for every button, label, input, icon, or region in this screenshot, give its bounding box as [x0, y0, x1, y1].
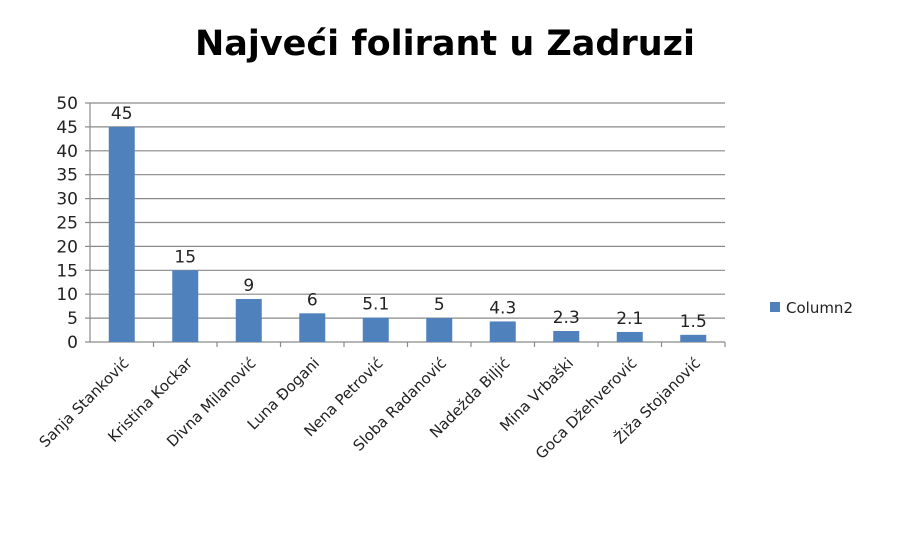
data-label: 15 [174, 247, 196, 267]
y-tick-label: 15 [56, 261, 78, 281]
bar [172, 270, 199, 342]
y-tick-label: 30 [56, 190, 78, 210]
bar [489, 321, 516, 342]
bar [299, 313, 326, 342]
data-label: 4.3 [489, 298, 516, 318]
bar [108, 126, 135, 343]
legend: Column2 [770, 299, 853, 317]
data-label: 1.5 [680, 312, 707, 332]
chart-title: Najveći folirant u Zadruzi [195, 24, 695, 64]
bar [426, 318, 453, 342]
bar [616, 331, 643, 342]
data-label: 5 [434, 295, 445, 315]
data-label: 2.1 [616, 309, 643, 329]
y-tick-label: 20 [56, 237, 78, 257]
legend-swatch [770, 302, 780, 312]
y-tick-label: 40 [56, 142, 78, 162]
y-tick-label: 5 [67, 309, 78, 329]
bars [108, 126, 707, 343]
data-label: 45 [111, 104, 133, 124]
data-label: 6 [307, 290, 318, 310]
legend-label: Column2 [786, 299, 853, 317]
y-tick-label: 50 [56, 94, 78, 114]
data-label: 9 [243, 276, 254, 296]
y-tick-label: 45 [56, 118, 78, 138]
bar [235, 298, 262, 342]
y-tick-label: 35 [56, 166, 78, 186]
data-labels: 45 15 9 6 5.1 5 4.3 2.3 2.1 1.5 [111, 104, 707, 332]
bar [680, 334, 707, 342]
y-tick-label: 25 [56, 214, 78, 234]
bar [553, 331, 580, 342]
data-label: 2.3 [553, 308, 580, 328]
y-tick-label: 10 [56, 285, 78, 305]
data-label: 5.1 [362, 295, 389, 315]
bar [362, 317, 389, 342]
y-tick-label: 0 [67, 333, 78, 353]
